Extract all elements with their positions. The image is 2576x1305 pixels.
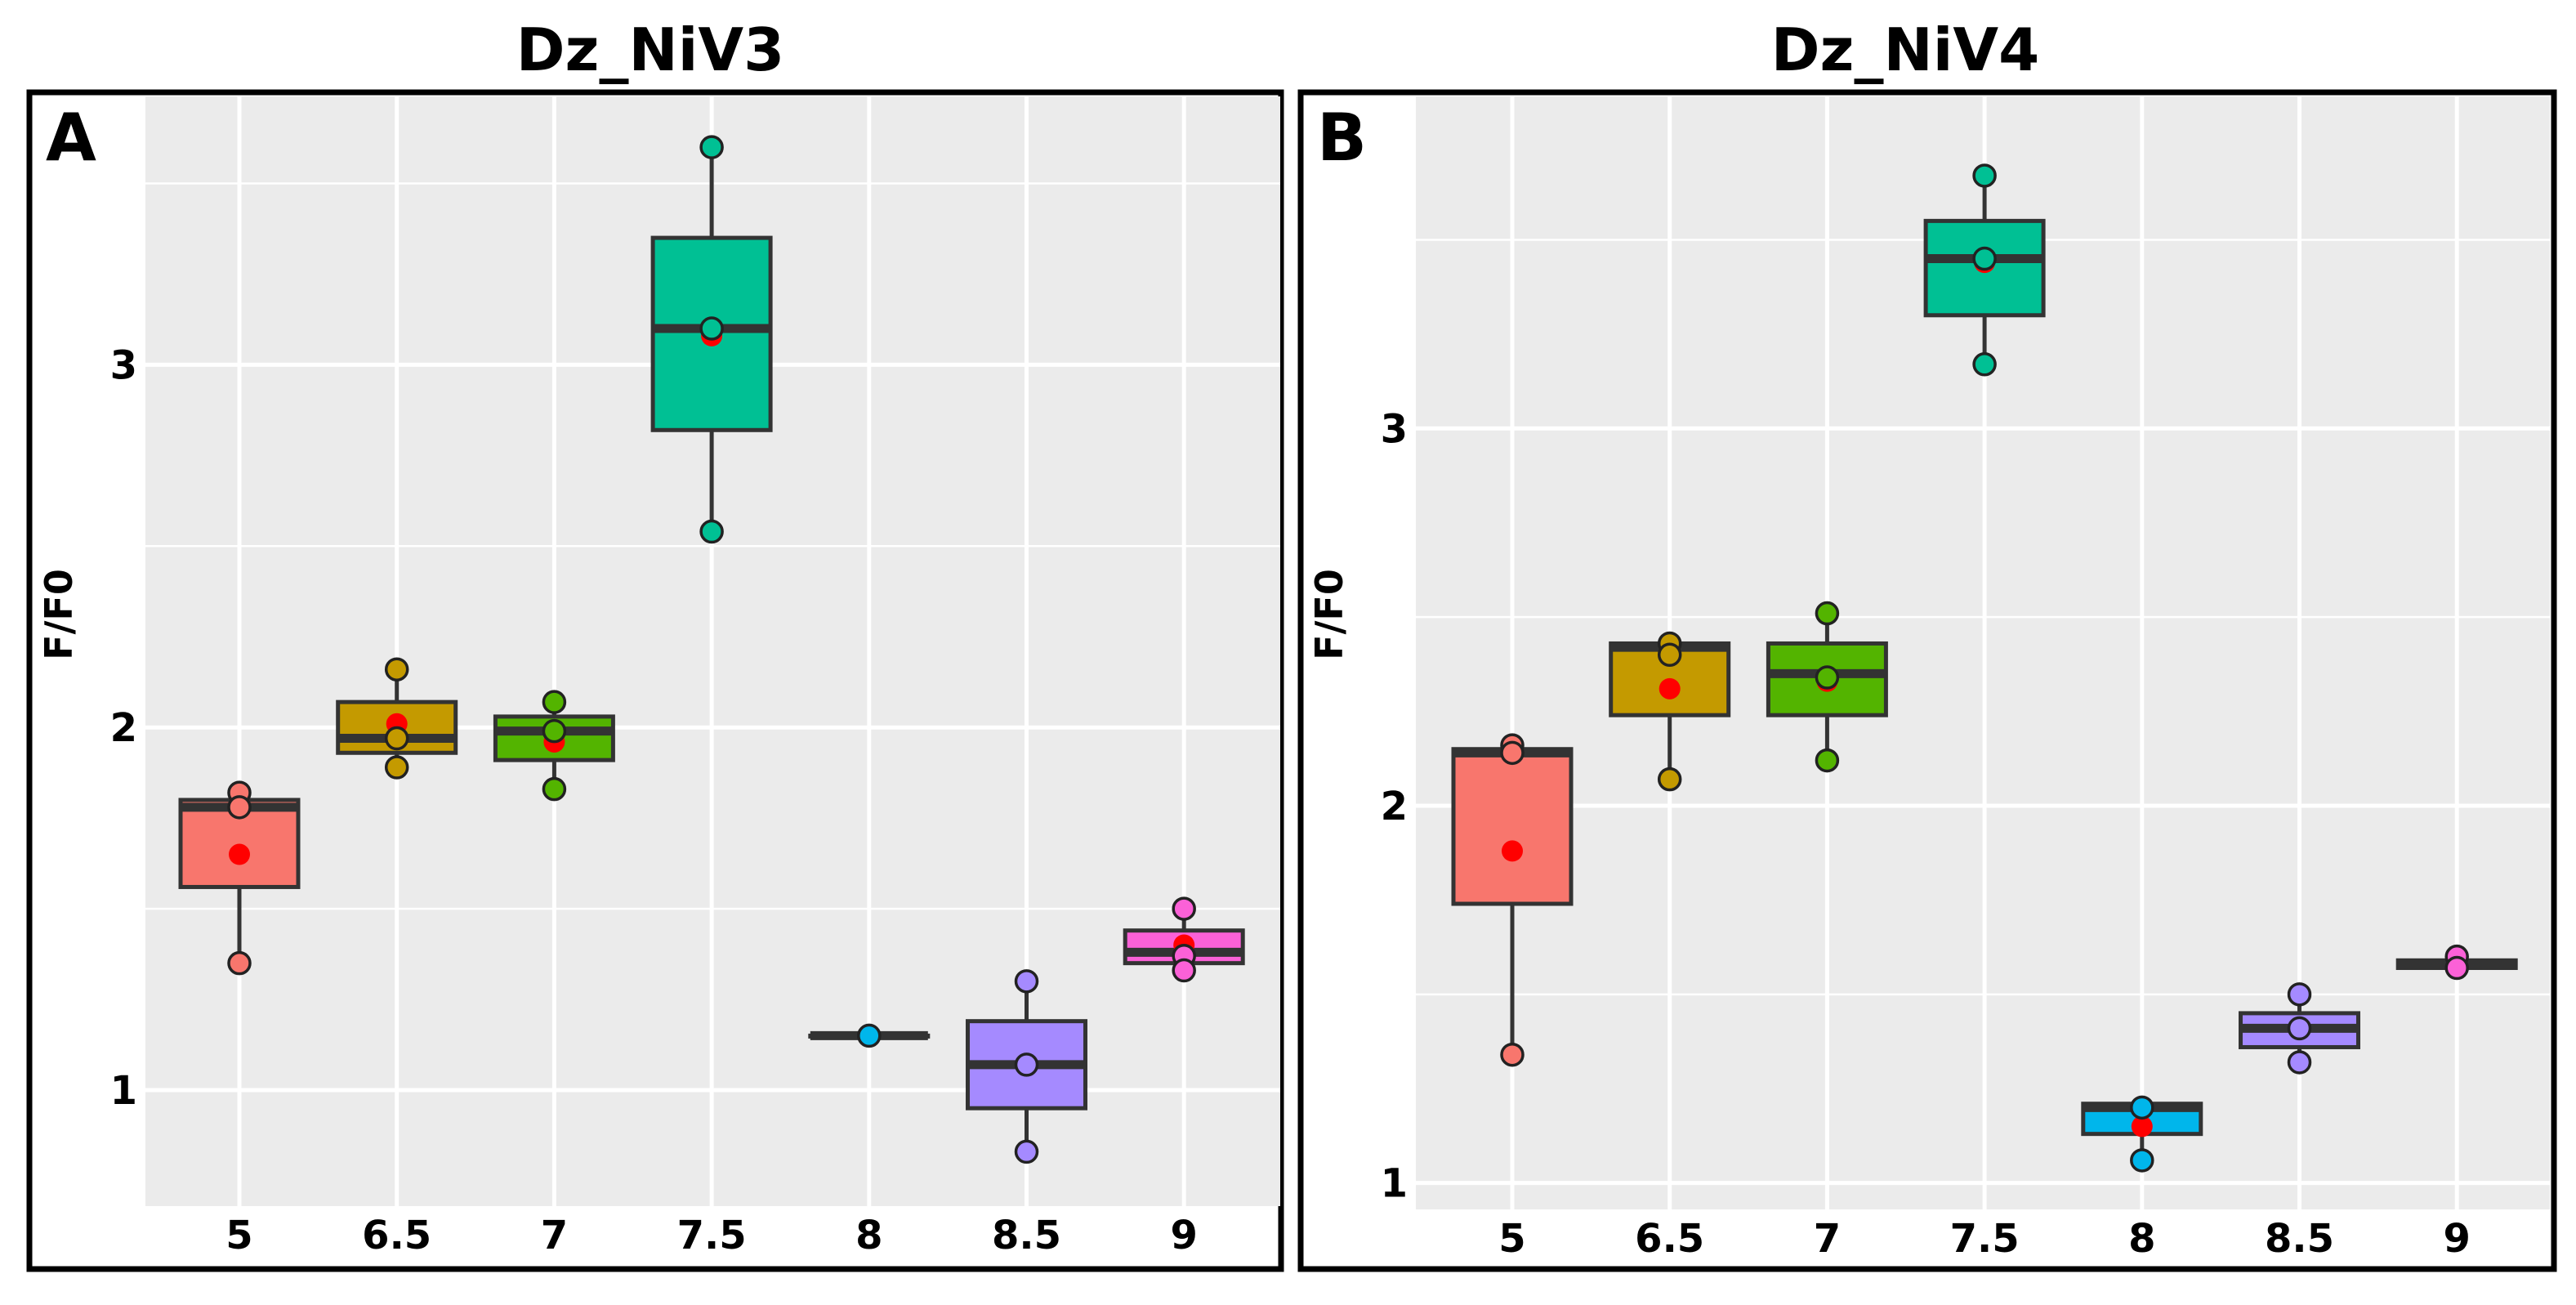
data-point	[384, 657, 409, 682]
panel-b-letter: B	[1317, 100, 1367, 176]
data-point	[699, 519, 724, 544]
data-point	[1500, 740, 1525, 766]
panel-b-x-tick-label: 6.5	[1635, 1216, 1704, 1262]
data-point	[542, 718, 567, 744]
data-point	[542, 690, 567, 714]
data-point	[1172, 896, 1196, 921]
box-body	[1766, 641, 1888, 717]
panel-b-y-tick-label: 3	[1381, 406, 1408, 452]
panel-a-y-tick-label: 1	[110, 1068, 137, 1114]
data-point	[1014, 969, 1039, 994]
panel-b-x-tick-label: 7	[1814, 1216, 1841, 1262]
box-8	[808, 1023, 931, 1048]
panel-b-x-ticks: 5 6.5 7 7.5 8 8.5 9	[1498, 1216, 2471, 1262]
panel-a-letter: A	[46, 100, 96, 176]
data-point	[1014, 1139, 1039, 1164]
box-5	[178, 780, 301, 976]
box-7-5	[1923, 163, 2046, 377]
data-point	[1972, 352, 1997, 377]
box-9	[1123, 896, 1245, 983]
panel-b-y-axis-label: F/F0	[1307, 569, 1351, 660]
data-point	[1657, 642, 1682, 668]
data-point	[1014, 1052, 1039, 1077]
panel-a-x-tick-label: 7.5	[677, 1213, 747, 1258]
panel-b: Dz_NiV4 1 2 3 5 6.5 7 7.5 8 8.5 9 B F/F0	[1297, 16, 2557, 1272]
mean-marker	[1502, 840, 1523, 862]
box-8	[2081, 1095, 2203, 1173]
panel-b-x-tick-label: 5	[1498, 1216, 1525, 1262]
panel-a: Dz_NiV3 1 2 3 5 6.5 7 7.5 8 8.5 9 A F/F0	[26, 16, 1284, 1272]
panel-b-y-tick-label: 1	[1381, 1161, 1408, 1207]
box-7	[1766, 601, 1888, 773]
box-8-5	[2239, 982, 2360, 1075]
data-point	[227, 950, 252, 976]
data-point	[1815, 665, 1840, 690]
box-6-5	[1609, 631, 1731, 792]
box-5	[1451, 733, 1574, 1067]
data-point	[1972, 246, 1997, 271]
box-7-5	[650, 135, 773, 544]
data-point	[1172, 958, 1196, 983]
data-point	[227, 795, 252, 820]
panel-a-x-tick-label: 8	[855, 1213, 882, 1258]
data-point	[2444, 955, 2469, 981]
box-8-5	[966, 969, 1087, 1164]
panel-a-y-tick-label: 2	[110, 705, 137, 751]
panel-a-x-tick-label: 6.5	[362, 1213, 431, 1258]
data-point	[384, 755, 409, 780]
data-point	[2130, 1148, 2154, 1173]
panel-a-y-tick-label: 3	[110, 342, 137, 388]
box-7	[493, 690, 615, 802]
data-point	[699, 316, 724, 341]
panel-b-x-tick-label: 9	[2443, 1216, 2470, 1262]
data-point	[699, 135, 724, 159]
panel-b-x-tick-label: 7.5	[1950, 1216, 2020, 1262]
data-point	[2130, 1095, 2154, 1120]
data-point	[2287, 982, 2312, 1007]
panel-b-border	[1297, 89, 2557, 1272]
panel-a-y-ticks: 1 2 3	[110, 342, 137, 1114]
data-point	[1657, 766, 1682, 792]
panel-a-x-ticks: 5 6.5 7 7.5 8 8.5 9	[225, 1213, 1198, 1258]
panel-b-x-tick-label: 8	[2128, 1216, 2155, 1262]
data-point	[2287, 1016, 2312, 1041]
box-body	[1451, 747, 1574, 906]
panel-a-x-tick-label: 5	[225, 1213, 252, 1258]
box-6-5	[336, 657, 458, 780]
data-point	[1972, 163, 1997, 188]
panel-b-y-tick-label: 2	[1381, 784, 1408, 829]
data-point	[1815, 748, 1840, 773]
mean-marker	[2131, 1115, 2153, 1137]
panel-a-x-tick-label: 7	[541, 1213, 568, 1258]
panel-a-x-tick-label: 8.5	[992, 1213, 1061, 1258]
data-point	[857, 1023, 882, 1048]
box-9	[2395, 944, 2518, 981]
data-point	[1500, 1042, 1525, 1067]
panel-a-title: Dz_NiV3	[516, 16, 784, 84]
mean-marker	[1659, 677, 1681, 699]
data-point	[2287, 1050, 2312, 1075]
mean-marker	[229, 843, 250, 865]
data-point	[542, 776, 567, 802]
panel-b-boxes	[1451, 163, 2518, 1173]
panel-b-title: Dz_NiV4	[1771, 16, 2039, 84]
data-point	[1815, 601, 1840, 626]
panel-a-boxes	[178, 135, 1245, 1164]
panel-b-y-ticks: 1 2 3	[1381, 406, 1408, 1206]
panel-a-border	[26, 89, 1284, 1272]
panel-a-x-tick-label: 9	[1170, 1213, 1197, 1258]
panel-b-x-tick-label: 8.5	[2265, 1216, 2334, 1262]
panel-a-y-axis-label: F/F0	[37, 569, 81, 660]
data-point	[384, 726, 409, 751]
